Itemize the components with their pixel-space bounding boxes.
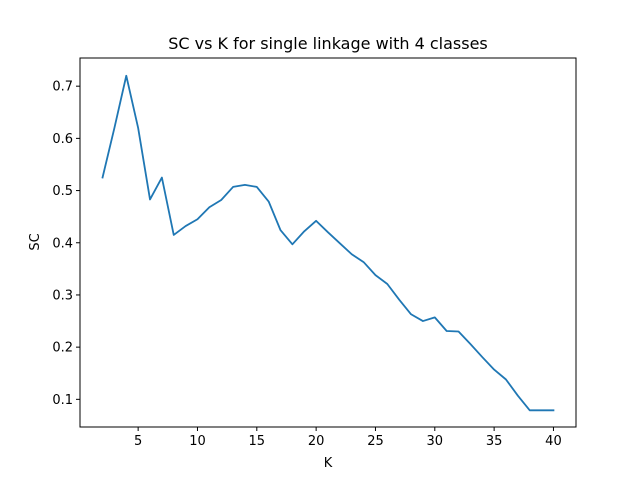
- y-tick-label: 0.2: [52, 341, 73, 356]
- x-tick-label: 10: [189, 434, 206, 449]
- plot-area: 5 10 15 20 25 30 35 40 0.1 0.2 0.3 0.4 0.5 0.6 0.7: [52, 57, 577, 449]
- chart-title: SC vs K for single linkage with 4 classe…: [168, 34, 488, 53]
- y-tick-label: 0.3: [52, 288, 73, 303]
- y-axis-label: SC: [28, 233, 43, 250]
- x-tick-label: 25: [367, 434, 384, 449]
- y-tick-label: 0.1: [52, 393, 73, 408]
- x-tick-label: 35: [486, 434, 503, 449]
- series-line-0: [101, 74, 555, 412]
- x-tick-label: 40: [545, 434, 562, 449]
- x-axis-label: K: [324, 456, 333, 471]
- x-tick-label: 30: [427, 434, 444, 449]
- plot-frame: [79, 57, 577, 428]
- x-tick-label: 15: [249, 434, 266, 449]
- x-tick-label: 20: [308, 434, 325, 449]
- x-tick-label: 5: [134, 434, 142, 449]
- y-tick-label: 0.4: [52, 236, 73, 251]
- y-tick-label: 0.6: [52, 132, 73, 147]
- y-tick-label: 0.5: [52, 184, 73, 199]
- y-tick-label: 0.7: [52, 80, 73, 95]
